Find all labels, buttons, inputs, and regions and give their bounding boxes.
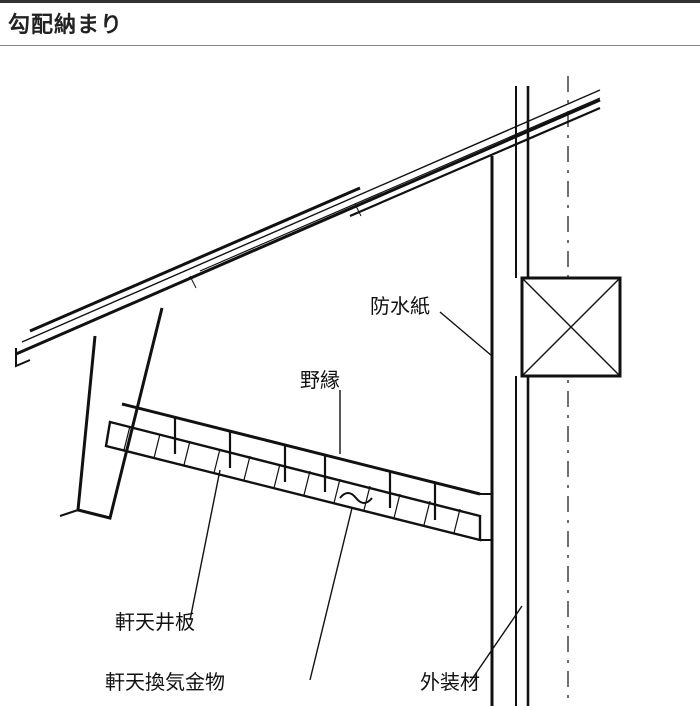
title-bar: 勾配納まり bbox=[0, 0, 700, 46]
page-title: 勾配納まり bbox=[8, 12, 123, 37]
roof-layers bbox=[16, 90, 600, 366]
label-eave-ceiling-board: 軒天井板 bbox=[115, 606, 195, 635]
rafter-support bbox=[60, 308, 162, 518]
post-section bbox=[522, 278, 620, 376]
label-exterior-material: 外装材 bbox=[420, 666, 480, 695]
label-furring: 野縁 bbox=[300, 364, 340, 393]
diagram-svg bbox=[0, 46, 700, 706]
soffit-board bbox=[106, 404, 480, 540]
label-eave-vent-fitting: 軒天換気金物 bbox=[105, 666, 225, 695]
wall bbox=[480, 86, 528, 706]
section-diagram: 防水紙 野縁 軒天井板 軒天換気金物 外装材 bbox=[0, 46, 700, 706]
label-waterproof-paper: 防水紙 bbox=[370, 290, 430, 319]
